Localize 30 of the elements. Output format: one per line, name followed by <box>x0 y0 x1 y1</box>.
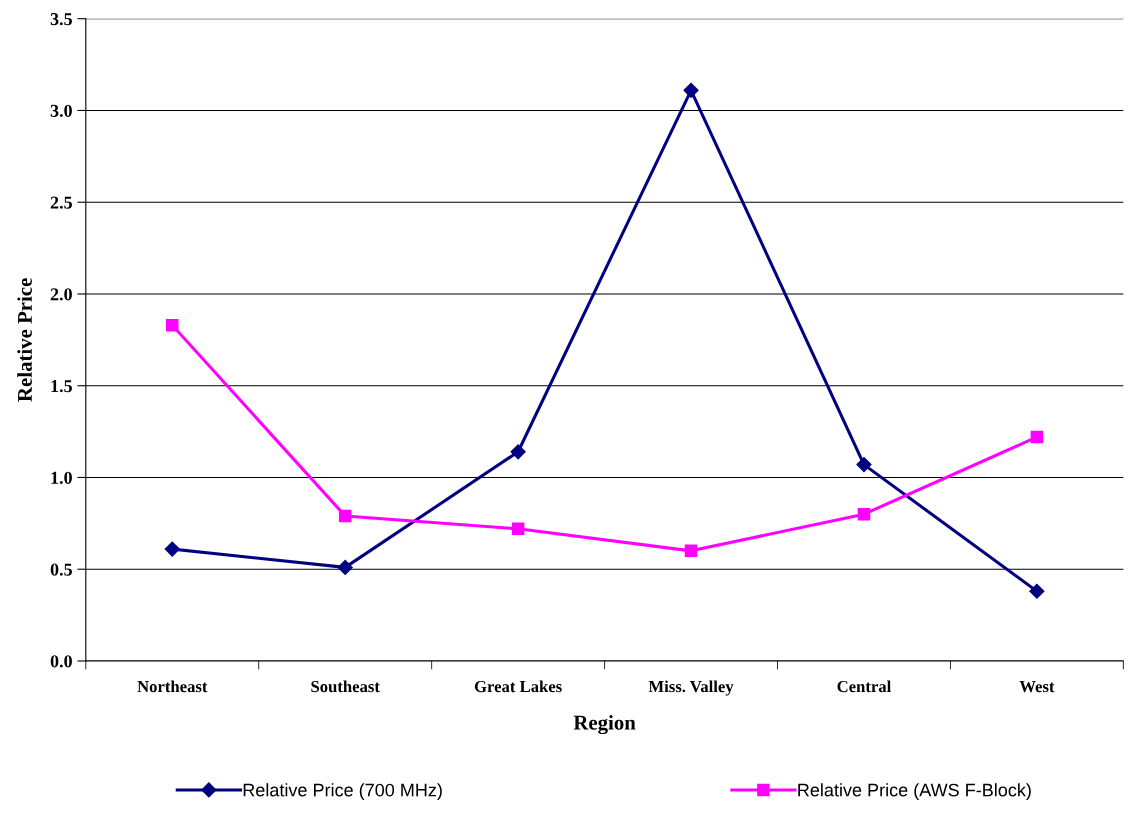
x-tick-label: Miss. Valley <box>648 680 734 696</box>
point <box>1030 430 1044 444</box>
point <box>337 559 353 575</box>
point <box>857 507 871 521</box>
y-axis-title: Relative Price <box>17 278 32 402</box>
y-tick-label: 3.5 <box>50 13 72 26</box>
point <box>164 541 180 557</box>
y-tick-label: 0.5 <box>50 563 72 576</box>
y-tick-label: 1.0 <box>51 471 72 484</box>
y-tick-label: 2.5 <box>50 196 72 209</box>
x-tick-label: Northeast <box>137 680 208 693</box>
point <box>683 82 699 98</box>
point <box>166 318 179 332</box>
point <box>1029 583 1045 599</box>
x-tick-label: Great Lakes <box>474 680 562 693</box>
legend-label: Relative Price (700 MHz) <box>243 783 442 801</box>
legend-label: Relative Price (AWS F-Block) <box>798 783 1031 801</box>
point <box>856 457 872 473</box>
x-tick-label: Central <box>837 680 891 693</box>
x-axis-title: Region <box>573 715 636 735</box>
point <box>510 444 526 460</box>
y-tick-label: 3.0 <box>50 104 72 117</box>
point <box>338 509 352 523</box>
point <box>511 522 525 536</box>
y-tick-label: 2.0 <box>50 288 72 301</box>
y-tick-label: 0.0 <box>50 655 72 668</box>
x-tick-label: West <box>1019 681 1055 693</box>
point <box>684 544 698 558</box>
x-tick-label: Southeast <box>311 680 380 693</box>
y-tick-label: 1.5 <box>51 380 72 393</box>
